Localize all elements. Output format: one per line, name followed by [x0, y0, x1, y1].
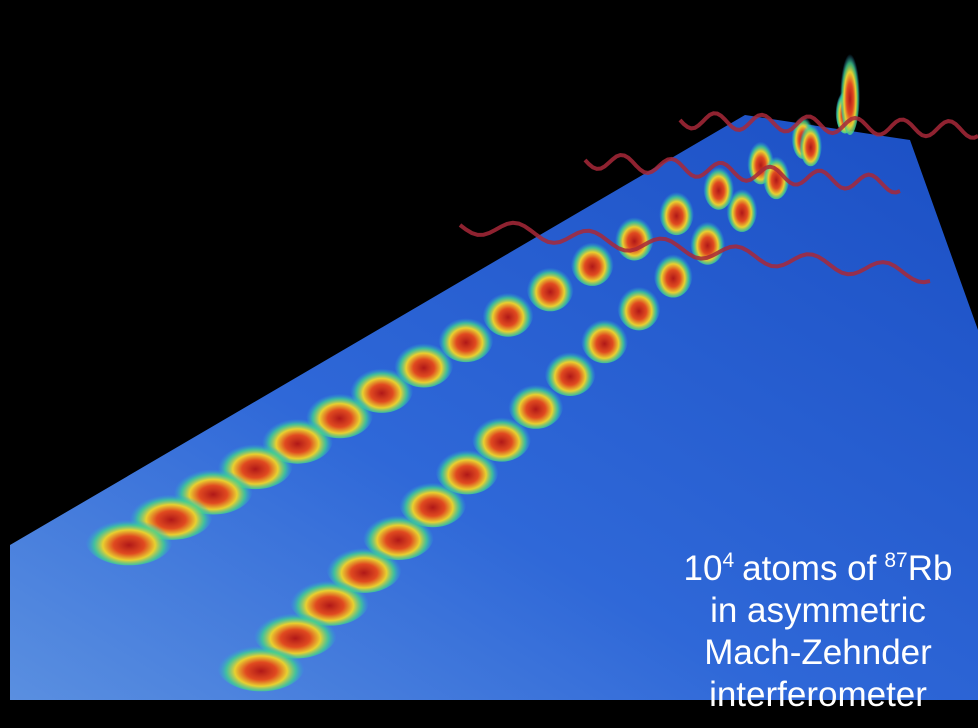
- atom-cloud: [527, 263, 574, 311]
- page: 104 atoms of 87Rb in asymmetric Mach-Zehnd…: [0, 0, 978, 728]
- atom-cloud: [799, 119, 822, 166]
- atom-cloud: [571, 238, 614, 286]
- caption-line: 104 atoms of 87Rb: [648, 548, 978, 590]
- atom-cloud: [654, 250, 693, 298]
- caption-isotope: 87: [884, 549, 907, 572]
- atom-cloud: [659, 187, 694, 235]
- caption-text: 10: [684, 549, 723, 588]
- atom-cloud: [726, 184, 757, 232]
- atom-cloud: [763, 152, 790, 199]
- atom-cloud: [615, 212, 654, 260]
- caption: 104 atoms of 87Rb in asymmetric Mach-Zehnd…: [648, 548, 978, 716]
- atom-cloud: [85, 515, 172, 566]
- caption-text: Rb: [908, 549, 953, 588]
- caption-line: Mach-Zehnder: [648, 632, 978, 674]
- atom-cloud: [217, 641, 304, 692]
- atom-cloud: [617, 282, 660, 330]
- caption-line: in asymmetric: [648, 590, 978, 632]
- caption-text: atoms of: [742, 549, 876, 588]
- caption-line: interferometer: [648, 674, 978, 716]
- caption-exponent: 4: [722, 549, 734, 572]
